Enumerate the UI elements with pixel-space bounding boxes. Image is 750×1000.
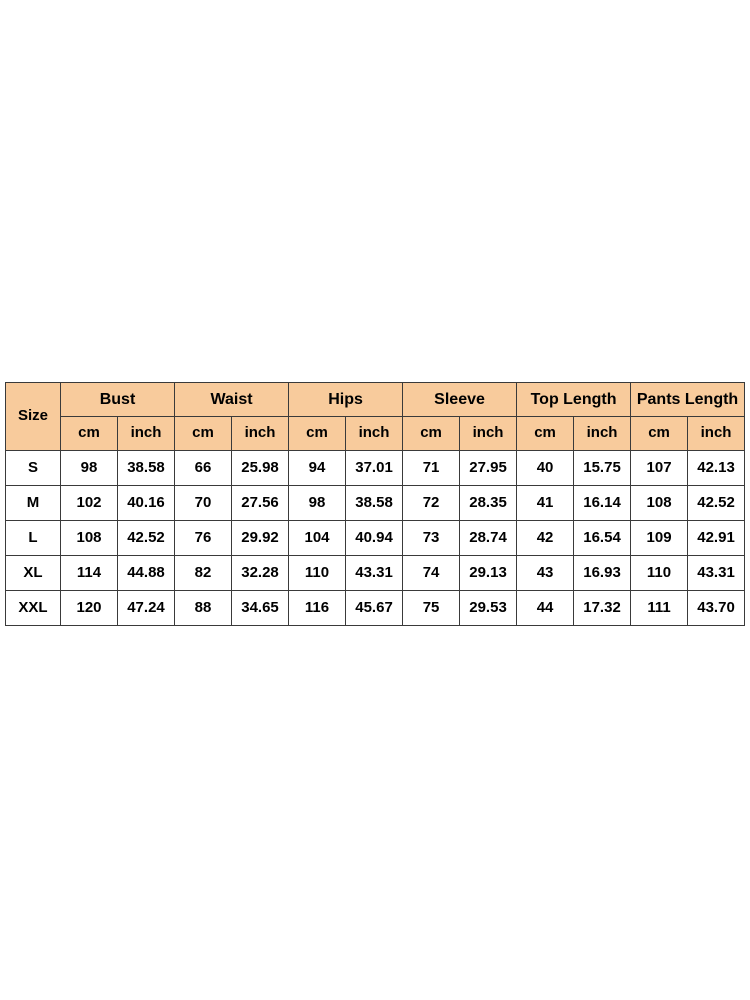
cell-bust-cm: 114: [60, 555, 118, 591]
cell-waist-cm: 88: [174, 590, 232, 626]
header-top-length-cm: cm: [516, 416, 575, 451]
group-header-row: Size Bust Waist Hips Sleeve Top Length P…: [5, 382, 746, 451]
cell-bust-inch: 38.58: [117, 450, 175, 486]
cell-pants-length-cm: 109: [630, 520, 689, 556]
cell-bust-inch: 42.52: [117, 520, 175, 556]
cell-top-length-inch: 17.32: [573, 590, 632, 626]
cell-waist-inch: 29.92: [230, 520, 290, 556]
table-body: S 98 38.58 66 25.98 94 37.01 71 27.95 40…: [5, 450, 746, 626]
size-chart-table: Size Bust Waist Hips Sleeve Top Length P…: [5, 382, 746, 626]
header-group-top-length: Top Length: [516, 382, 632, 417]
cell-pants-length-inch: 42.91: [687, 520, 746, 556]
cell-sleeve-cm: 71: [402, 450, 461, 486]
header-size: Size: [5, 382, 61, 451]
cell-pants-length-inch: 43.70: [687, 590, 746, 626]
cell-waist-inch: 32.28: [230, 555, 290, 591]
cell-pants-length-cm: 110: [630, 555, 689, 591]
cell-sleeve-cm: 74: [402, 555, 461, 591]
cell-waist-cm: 82: [174, 555, 232, 591]
header-pants-length-cm: cm: [630, 416, 689, 451]
cell-bust-inch: 40.16: [117, 485, 175, 521]
cell-pants-length-cm: 108: [630, 485, 689, 521]
cell-bust-cm: 120: [60, 590, 118, 626]
cell-bust-cm: 98: [60, 450, 118, 486]
table-row: L 108 42.52 76 29.92 104 40.94 73 28.74 …: [5, 520, 746, 556]
cell-size: M: [5, 485, 61, 521]
cell-pants-length-cm: 111: [630, 590, 689, 626]
cell-waist-inch: 25.98: [230, 450, 290, 486]
cell-waist-cm: 70: [174, 485, 232, 521]
cell-hips-inch: 45.67: [345, 590, 404, 626]
cell-top-length-inch: 16.93: [573, 555, 632, 591]
table-row: M 102 40.16 70 27.56 98 38.58 72 28.35 4…: [5, 485, 746, 521]
cell-hips-cm: 98: [288, 485, 347, 521]
cell-top-length-inch: 15.75: [573, 450, 632, 486]
header-hips-cm: cm: [288, 416, 347, 451]
cell-waist-cm: 66: [174, 450, 232, 486]
cell-pants-length-inch: 42.13: [687, 450, 746, 486]
cell-top-length-cm: 43: [516, 555, 575, 591]
table-row: XL 114 44.88 82 32.28 110 43.31 74 29.13…: [5, 555, 746, 591]
table-row: XXL 120 47.24 88 34.65 116 45.67 75 29.5…: [5, 590, 746, 626]
header-top-length-inch: inch: [573, 416, 632, 451]
cell-top-length-inch: 16.14: [573, 485, 632, 521]
cell-hips-cm: 116: [288, 590, 347, 626]
cell-sleeve-inch: 28.74: [459, 520, 518, 556]
header-sleeve-cm: cm: [402, 416, 461, 451]
cell-top-length-cm: 42: [516, 520, 575, 556]
cell-bust-inch: 47.24: [117, 590, 175, 626]
header-waist-cm: cm: [174, 416, 232, 451]
cell-hips-inch: 43.31: [345, 555, 404, 591]
cell-top-length-inch: 16.54: [573, 520, 632, 556]
header-group-sleeve: Sleeve: [402, 382, 518, 417]
cell-size: XL: [5, 555, 61, 591]
header-group-waist: Waist: [173, 382, 290, 417]
cell-top-length-cm: 41: [516, 485, 575, 521]
cell-waist-inch: 34.65: [230, 590, 290, 626]
header-group-pants-length: Pants Length: [630, 382, 746, 417]
cell-waist-inch: 27.56: [230, 485, 290, 521]
header-waist-inch: inch: [230, 416, 290, 451]
cell-bust-inch: 44.88: [117, 555, 175, 591]
cell-sleeve-cm: 75: [402, 590, 461, 626]
cell-hips-inch: 40.94: [345, 520, 404, 556]
cell-hips-cm: 94: [288, 450, 347, 486]
cell-hips-inch: 38.58: [345, 485, 404, 521]
size-chart-container: Size Bust Waist Hips Sleeve Top Length P…: [5, 382, 746, 626]
cell-size: XXL: [5, 590, 61, 626]
header-group-bust: Bust: [60, 382, 175, 417]
cell-bust-cm: 102: [60, 485, 118, 521]
cell-hips-cm: 110: [288, 555, 347, 591]
cell-pants-length-cm: 107: [630, 450, 689, 486]
cell-pants-length-inch: 43.31: [687, 555, 746, 591]
cell-size: L: [5, 520, 61, 556]
cell-sleeve-cm: 72: [402, 485, 461, 521]
table-header: Size Bust Waist Hips Sleeve Top Length P…: [5, 382, 746, 451]
unit-header-row: cm inch cm inch cm inch cm inch cm inch …: [6, 416, 746, 451]
cell-hips-cm: 104: [288, 520, 347, 556]
cell-waist-cm: 76: [174, 520, 232, 556]
header-group-hips: Hips: [288, 382, 404, 417]
cell-hips-inch: 37.01: [345, 450, 404, 486]
cell-sleeve-inch: 28.35: [459, 485, 518, 521]
cell-sleeve-inch: 29.13: [459, 555, 518, 591]
cell-top-length-cm: 44: [516, 590, 575, 626]
table-row: S 98 38.58 66 25.98 94 37.01 71 27.95 40…: [5, 450, 746, 486]
header-sleeve-inch: inch: [459, 416, 518, 451]
cell-top-length-cm: 40: [516, 450, 575, 486]
cell-sleeve-inch: 29.53: [459, 590, 518, 626]
header-bust-cm: cm: [60, 416, 118, 451]
cell-bust-cm: 108: [60, 520, 118, 556]
cell-size: S: [5, 450, 61, 486]
cell-pants-length-inch: 42.52: [687, 485, 746, 521]
header-pants-length-inch: inch: [687, 416, 746, 451]
header-bust-inch: inch: [117, 416, 175, 451]
cell-sleeve-inch: 27.95: [459, 450, 518, 486]
cell-sleeve-cm: 73: [402, 520, 461, 556]
header-hips-inch: inch: [345, 416, 404, 451]
